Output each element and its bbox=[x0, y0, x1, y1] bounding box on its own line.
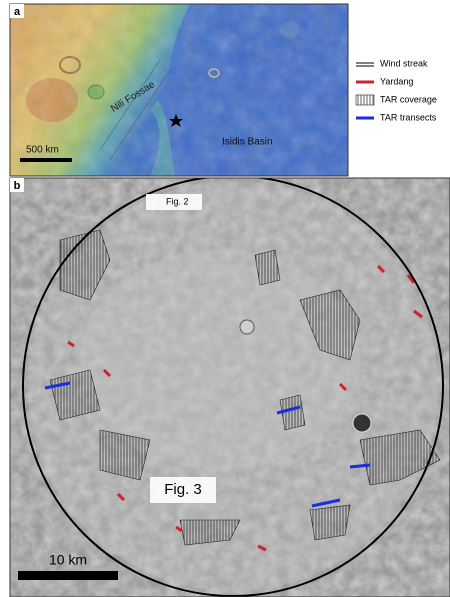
legend-label: Wind streak bbox=[380, 58, 428, 68]
scale-bar bbox=[18, 571, 118, 580]
annotation: Fig. 3 bbox=[164, 481, 202, 498]
annotation: Fig. 2 bbox=[166, 196, 189, 206]
panel-a-map bbox=[10, 4, 348, 176]
scale-label: 500 km bbox=[26, 145, 59, 156]
annotation: Isidis Basin bbox=[222, 137, 273, 148]
scale-bar bbox=[20, 158, 72, 162]
panel-label: b bbox=[14, 180, 21, 192]
legend-label: TAR transects bbox=[380, 112, 437, 122]
panel-label: a bbox=[14, 6, 21, 18]
figure: a Nili Fossae Isidis Basin 500 km Wind s… bbox=[0, 0, 450, 597]
panel-b-image bbox=[10, 176, 450, 597]
scale-label: 10 km bbox=[49, 552, 87, 568]
legend-label: Yardang bbox=[380, 76, 413, 86]
legend-label: TAR coverage bbox=[380, 94, 437, 104]
legend: Wind streak Yardang TAR coverage TAR tra… bbox=[356, 58, 437, 122]
